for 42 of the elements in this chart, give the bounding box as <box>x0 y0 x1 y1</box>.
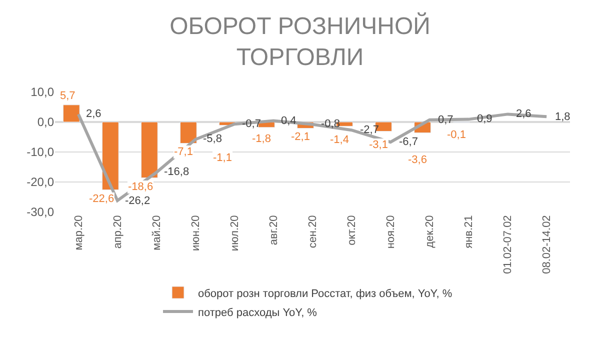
data-label: -7,1 <box>174 146 193 158</box>
y-tick-label: -20,0 <box>26 175 54 190</box>
data-label: -1,4 <box>330 134 349 146</box>
y-tick-label: -30,0 <box>26 205 54 220</box>
data-label: 1,8 <box>555 111 570 123</box>
x-tick-label: ноя.20 <box>385 215 398 249</box>
x-tick-label: 01.02-07.02 <box>502 215 514 274</box>
data-label: -3,6 <box>408 154 427 166</box>
x-tick-label: июн.20 <box>190 215 202 251</box>
data-label: 5,7 <box>60 90 76 102</box>
data-label: -0,1 <box>447 129 466 141</box>
x-tick-label: май.20 <box>151 215 164 250</box>
data-label: -2,1 <box>291 131 310 143</box>
y-tick-label: 0,0 <box>37 115 54 130</box>
chart-title: ОБОРОТ РОЗНИЧНОЙ ТОРГОВЛИ <box>170 12 430 71</box>
x-tick-label: апр.20 <box>112 215 124 249</box>
y-tick-label: -10,0 <box>26 145 54 160</box>
data-label: -22,6 <box>89 193 114 205</box>
x-tick-label: дек.20 <box>424 215 436 248</box>
data-label: 2,6 <box>86 108 102 120</box>
data-label: -18,6 <box>128 181 154 193</box>
legend-label: оборот розн торговли Росстат, физ объем, YoY, % <box>198 288 452 300</box>
y-tick-label: 10,0 <box>30 85 54 100</box>
data-label: 0,9 <box>477 113 492 125</box>
legend-label: потреб расходы YoY, % <box>198 306 318 319</box>
x-tick-label: мар.20 <box>72 215 85 250</box>
x-tick-label: авг.20 <box>268 215 280 246</box>
data-label: -16,8 <box>164 166 190 178</box>
data-label: -1,1 <box>213 152 232 164</box>
x-tick-label: 08.02-14.02 <box>541 215 554 274</box>
x-tick-label: июл.20 <box>229 215 242 252</box>
x-tick-label: янв.21 <box>463 215 476 248</box>
data-label: -6,7 <box>399 136 418 148</box>
data-label: -5,8 <box>203 133 222 145</box>
data-label: -0,8 <box>321 118 340 130</box>
data-label: -1,8 <box>252 133 271 145</box>
data-label: -26,2 <box>125 195 150 207</box>
data-label: -3,1 <box>369 139 388 151</box>
x-tick-label: сен.20 <box>307 215 320 248</box>
data-label: -2,7 <box>360 124 379 136</box>
data-label: -0,7 <box>242 118 261 130</box>
x-tick-label: окт.20 <box>346 215 358 246</box>
